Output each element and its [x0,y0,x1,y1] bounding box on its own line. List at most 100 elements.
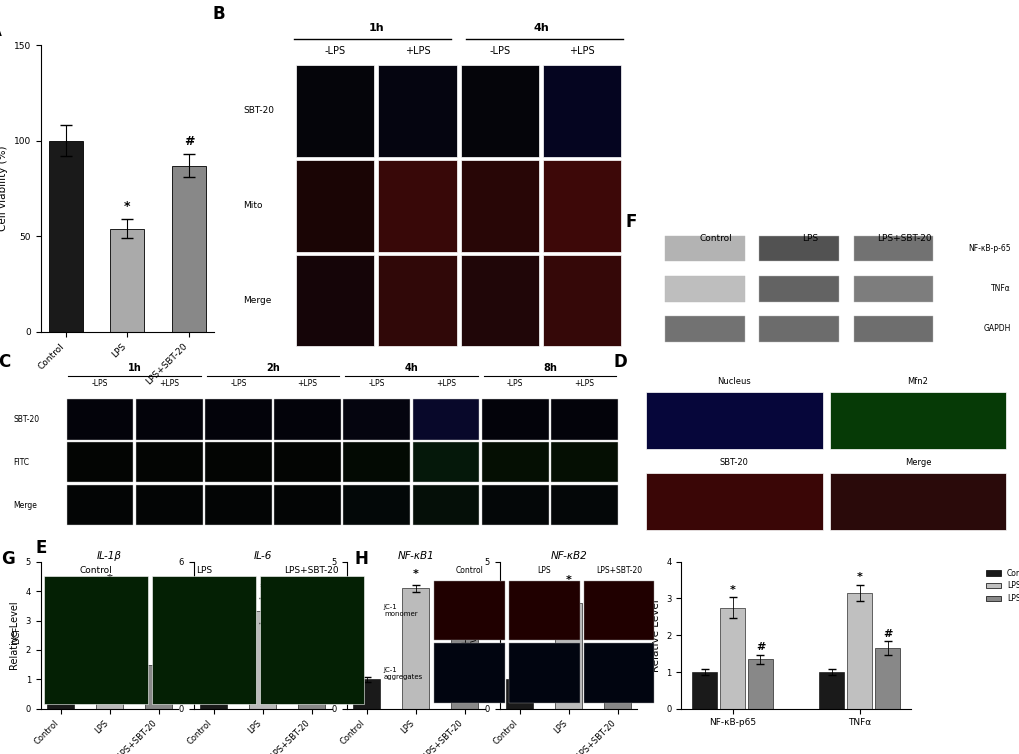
Text: #: # [612,629,622,639]
Text: E: E [36,539,47,557]
Bar [583,643,653,703]
Bar [136,485,203,525]
Bar [343,442,410,483]
Text: D: D [612,353,627,371]
Title: IL-1β: IL-1β [97,551,122,561]
Bar [481,400,548,440]
Bar [378,255,457,347]
Bar [205,400,271,440]
Y-axis label: Cell viability (%): Cell viability (%) [0,146,8,231]
Text: Mito: Mito [244,201,263,210]
Bar [413,442,479,483]
Bar [401,588,429,709]
Bar [542,160,621,252]
Text: -LPS: -LPS [230,379,247,388]
Text: GAPDH: GAPDH [982,324,1010,333]
Bar [145,665,172,709]
Bar [550,485,618,525]
Bar [664,236,744,262]
Bar [829,392,1005,449]
Text: *: * [566,575,571,584]
Bar [152,576,256,704]
Text: #: # [460,617,469,627]
Bar [550,442,618,483]
Text: DCF: DCF [12,626,21,645]
Text: NF-κB-p-65: NF-κB-p-65 [967,244,1010,253]
Text: -LPS: -LPS [368,379,384,388]
Text: +LPS: +LPS [436,379,455,388]
Text: Control: Control [79,566,112,575]
Bar [664,276,744,302]
Bar [759,236,839,262]
Bar [550,400,618,440]
Text: SBT-20: SBT-20 [244,106,274,115]
Text: 2h: 2h [266,363,279,372]
Title: NF-κB2: NF-κB2 [549,551,587,561]
Text: LPS: LPS [537,566,550,575]
Text: A: A [0,23,2,40]
Text: LPS+SBT-20: LPS+SBT-20 [595,566,642,575]
Text: 1h: 1h [127,363,142,372]
Bar [542,255,621,347]
Text: LPS: LPS [196,566,212,575]
Text: *: * [260,583,265,593]
Text: *: * [856,572,862,582]
Bar [110,228,145,332]
Bar [136,442,203,483]
Bar [343,485,410,525]
Text: +LPS: +LPS [159,379,179,388]
Text: C: C [0,353,10,371]
Text: *: * [107,574,112,584]
Bar [205,442,271,483]
Bar [646,474,821,530]
Text: JC-1
aggregates: JC-1 aggregates [383,667,423,679]
Bar [508,581,579,640]
Y-axis label: Relative Level: Relative Level [10,601,20,670]
Bar [353,679,380,709]
Bar [274,442,340,483]
Bar [378,160,457,252]
Text: -LPS: -LPS [324,46,345,57]
Bar [554,603,582,709]
Bar [343,400,410,440]
Bar [481,485,548,525]
Text: LPS: LPS [801,234,817,244]
Bar [44,576,148,704]
Bar [296,65,374,157]
Bar [136,400,203,440]
Text: 4h: 4h [405,363,418,372]
Bar [759,316,839,342]
Bar [664,316,744,342]
Text: B: B [212,5,225,23]
Bar [829,474,1005,530]
Bar [205,485,271,525]
Text: Merge: Merge [13,501,37,510]
Legend: Control, LPS, LPS+SBT-20: Control, LPS, LPS+SBT-20 [981,566,1019,606]
Text: +LPS: +LPS [298,379,317,388]
Bar [296,255,374,347]
Bar [874,648,900,709]
Text: #: # [882,629,892,639]
Title: NF-κB1: NF-κB1 [396,551,434,561]
Text: 8h: 8h [542,363,556,372]
Bar [646,392,821,449]
Text: G: G [1,550,15,568]
Bar [47,679,74,709]
Bar [66,400,133,440]
Bar [378,65,457,157]
Bar [505,679,533,709]
Text: #: # [154,645,163,654]
Text: LPS+SBT-20: LPS+SBT-20 [876,234,930,244]
Bar [434,643,504,703]
Bar [200,691,227,709]
Bar [66,485,133,525]
Bar [508,643,579,703]
Bar [747,659,772,709]
Bar [274,400,340,440]
Bar [853,276,932,302]
Text: Control: Control [699,234,732,244]
Text: +LPS: +LPS [405,46,430,57]
Bar [413,400,479,440]
Text: #: # [183,136,195,149]
Text: Nucleus: Nucleus [716,377,751,386]
